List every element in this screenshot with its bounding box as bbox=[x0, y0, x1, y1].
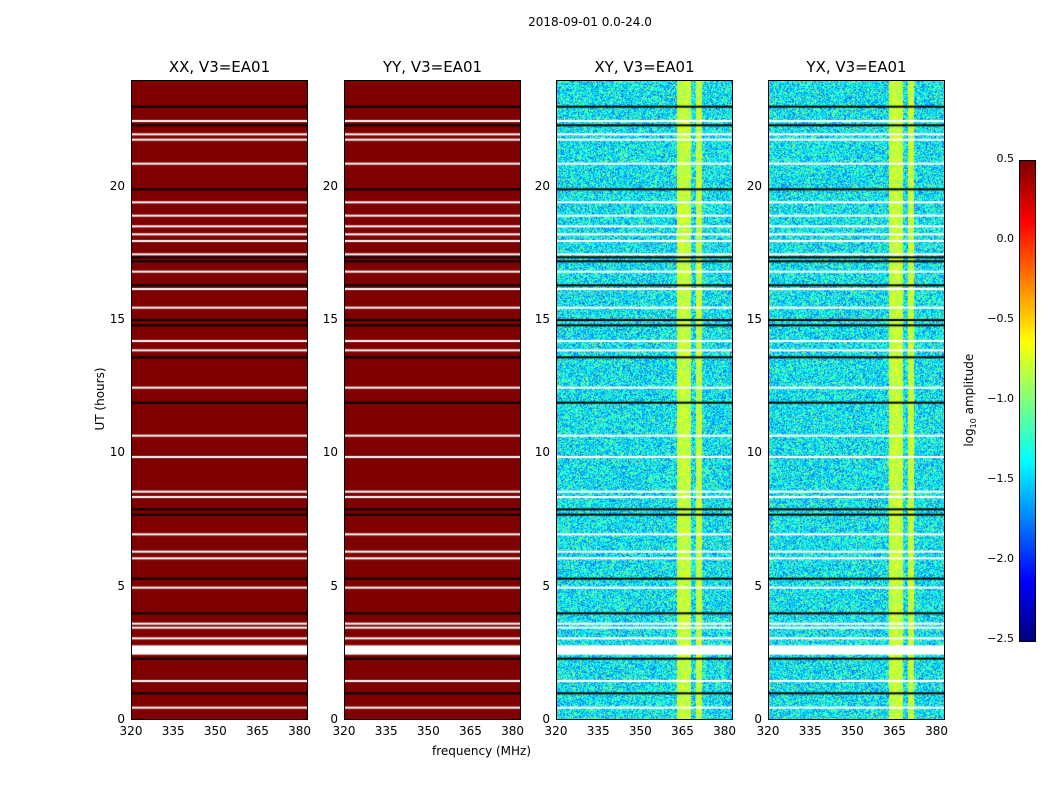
y-tick-label: 5 bbox=[542, 578, 550, 593]
x-axis-label: frequency (MHz) bbox=[432, 744, 532, 758]
colorbar-tick-label: −1.5 bbox=[987, 472, 1014, 485]
colorbar-label-rest: amplitude bbox=[961, 353, 976, 419]
y-tick-label: 0 bbox=[754, 712, 762, 726]
panel-title: YY, V3=EA01 bbox=[382, 58, 483, 76]
x-tick-label: 335 bbox=[374, 724, 398, 738]
y-tick-label: 10 bbox=[534, 445, 550, 460]
y-axis-label: UT (hours) bbox=[93, 367, 107, 431]
x-tick-label: 335 bbox=[586, 724, 610, 738]
figure-title: 2018-09-01 0.0-24.0 bbox=[528, 15, 652, 29]
x-tick-label: 320 bbox=[119, 724, 143, 738]
heatmap-xx bbox=[131, 80, 308, 720]
panel-frame bbox=[344, 80, 521, 720]
colorbar-tick-label: 0.5 bbox=[996, 152, 1015, 165]
colorbar-tick-label: −2.0 bbox=[987, 552, 1014, 565]
y-tick-label: 15 bbox=[746, 312, 762, 326]
x-tick-label: 365 bbox=[882, 724, 906, 738]
x-tick-label: 320 bbox=[544, 724, 568, 738]
y-tick-label: 20 bbox=[109, 178, 125, 193]
x-tick-label: 380 bbox=[925, 724, 949, 738]
y-tick-label: 15 bbox=[109, 312, 125, 326]
panel-frame bbox=[768, 80, 945, 720]
panel-title: XX, V3=EA01 bbox=[168, 58, 271, 76]
colorbar bbox=[1019, 160, 1036, 642]
panel-title: XY, V3=EA01 bbox=[594, 58, 695, 76]
x-tick-label: 365 bbox=[245, 724, 269, 738]
y-tick-label: 5 bbox=[754, 578, 762, 593]
x-tick-label: 350 bbox=[416, 724, 440, 738]
y-tick-label: 5 bbox=[117, 578, 125, 593]
x-tick-label: 335 bbox=[161, 724, 185, 738]
panel-frame bbox=[131, 80, 308, 720]
y-tick-label: 10 bbox=[109, 445, 125, 460]
x-tick-label: 320 bbox=[756, 724, 780, 738]
y-tick-label: 0 bbox=[330, 712, 338, 726]
x-tick-label: 350 bbox=[203, 724, 227, 738]
y-tick-label: 20 bbox=[322, 178, 338, 193]
x-tick-label: 365 bbox=[670, 724, 694, 738]
colorbar-tick-label: −1.0 bbox=[987, 392, 1014, 405]
colorbar-tick-label: −2.5 bbox=[987, 632, 1014, 645]
x-tick-label: 350 bbox=[628, 724, 652, 738]
x-tick-label: 335 bbox=[798, 724, 822, 738]
x-tick-label: 380 bbox=[713, 724, 737, 738]
x-tick-label: 380 bbox=[288, 724, 312, 738]
x-tick-label: 365 bbox=[458, 724, 482, 738]
x-tick-label: 320 bbox=[332, 724, 356, 738]
y-tick-label: 20 bbox=[534, 178, 550, 193]
y-tick-label: 10 bbox=[322, 445, 338, 460]
y-tick-label: 5 bbox=[330, 578, 338, 593]
x-tick-label: 380 bbox=[501, 724, 525, 738]
heatmap-yx bbox=[768, 80, 945, 720]
colorbar-tick-label: 0.0 bbox=[996, 232, 1015, 245]
panel-title: YX, V3=EA01 bbox=[806, 58, 907, 76]
y-tick-label: 15 bbox=[322, 312, 338, 326]
heatmap-xy bbox=[556, 80, 733, 720]
y-tick-label: 15 bbox=[534, 312, 550, 326]
panel-frame bbox=[556, 80, 733, 720]
heatmap-yy bbox=[344, 80, 521, 720]
y-tick-label: 0 bbox=[117, 712, 125, 726]
colorbar-label: log10 amplitude bbox=[962, 350, 978, 450]
x-tick-label: 350 bbox=[840, 724, 864, 738]
colorbar-label-main: log bbox=[961, 428, 976, 447]
y-tick-label: 10 bbox=[746, 445, 762, 460]
colorbar-label-sub: 10 bbox=[969, 418, 979, 429]
y-tick-label: 0 bbox=[542, 712, 550, 726]
y-tick-label: 20 bbox=[746, 178, 762, 193]
colorbar-tick-label: −0.5 bbox=[987, 312, 1014, 325]
